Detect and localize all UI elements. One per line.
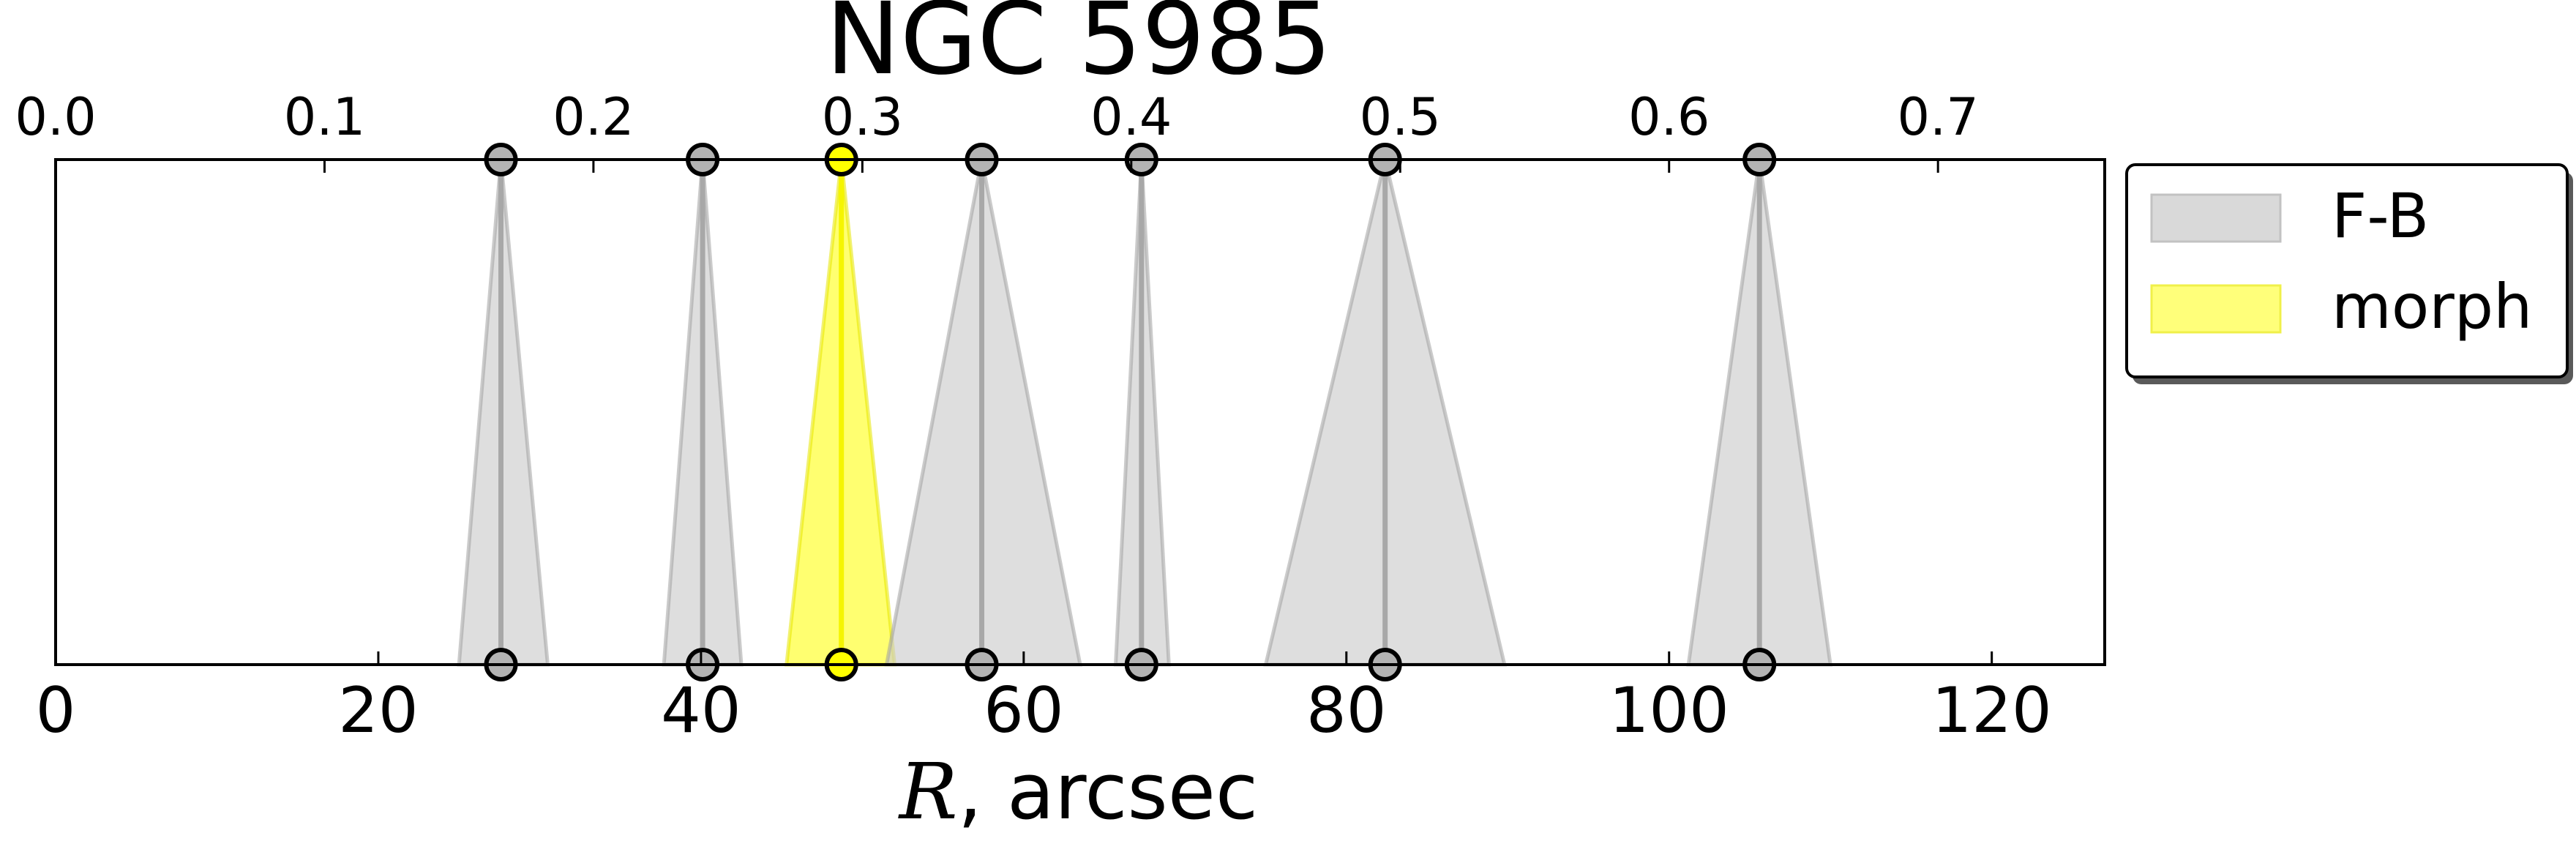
top-tick-label: 0.5 xyxy=(1360,87,1441,147)
legend-swatch-fb xyxy=(2150,193,2282,243)
marker-f-b-0 xyxy=(457,143,550,681)
top-tick-label: 0.7 xyxy=(1898,87,1979,147)
top-tick-label: 0.1 xyxy=(284,87,365,147)
legend: F-B morph xyxy=(2125,163,2573,384)
x-tick-label: 40 xyxy=(661,674,741,747)
marker-f-b-3 xyxy=(884,143,1083,681)
x-tick-label: 60 xyxy=(984,674,1063,747)
x-axis-unit: , arcsec xyxy=(958,747,1259,837)
x-tick-label: 100 xyxy=(1609,674,1729,747)
marker-f-b-1 xyxy=(662,143,744,681)
top-tick-label: 0.6 xyxy=(1628,87,1710,147)
top-tick-label: 0.3 xyxy=(822,87,903,147)
x-axis-label: R, arcsec xyxy=(898,747,1258,837)
x-tick-label: 20 xyxy=(338,674,418,747)
legend-swatch-morph xyxy=(2150,284,2282,334)
chart-title: NGC 5985 xyxy=(825,0,1331,97)
legend-label-morph: morph xyxy=(2332,271,2532,343)
top-tick-label: 0.4 xyxy=(1090,87,1172,147)
x-axis-symbol: R xyxy=(898,747,958,837)
legend-label-fb: F-B xyxy=(2332,180,2429,252)
marker-f-b-6 xyxy=(1686,143,1833,681)
top-tick-label: 0.2 xyxy=(553,87,634,147)
marker-morph-2 xyxy=(784,143,897,681)
bottom-axis: 0 20 40 60 80 100 120 xyxy=(36,651,2052,747)
chart-marks xyxy=(457,143,1833,681)
x-tick-label: 120 xyxy=(1932,674,2052,747)
x-tick-label: 80 xyxy=(1306,674,1386,747)
top-axis: 0.0 0.1 0.2 0.3 0.4 0.5 0.6 0.7 xyxy=(15,87,1979,173)
plot-frame xyxy=(54,158,2106,666)
marker-f-b-5 xyxy=(1263,143,1508,681)
x-tick-label: 0 xyxy=(36,674,76,747)
marker-f-b-4 xyxy=(1113,143,1171,681)
top-tick-label: 0.0 xyxy=(15,87,96,147)
